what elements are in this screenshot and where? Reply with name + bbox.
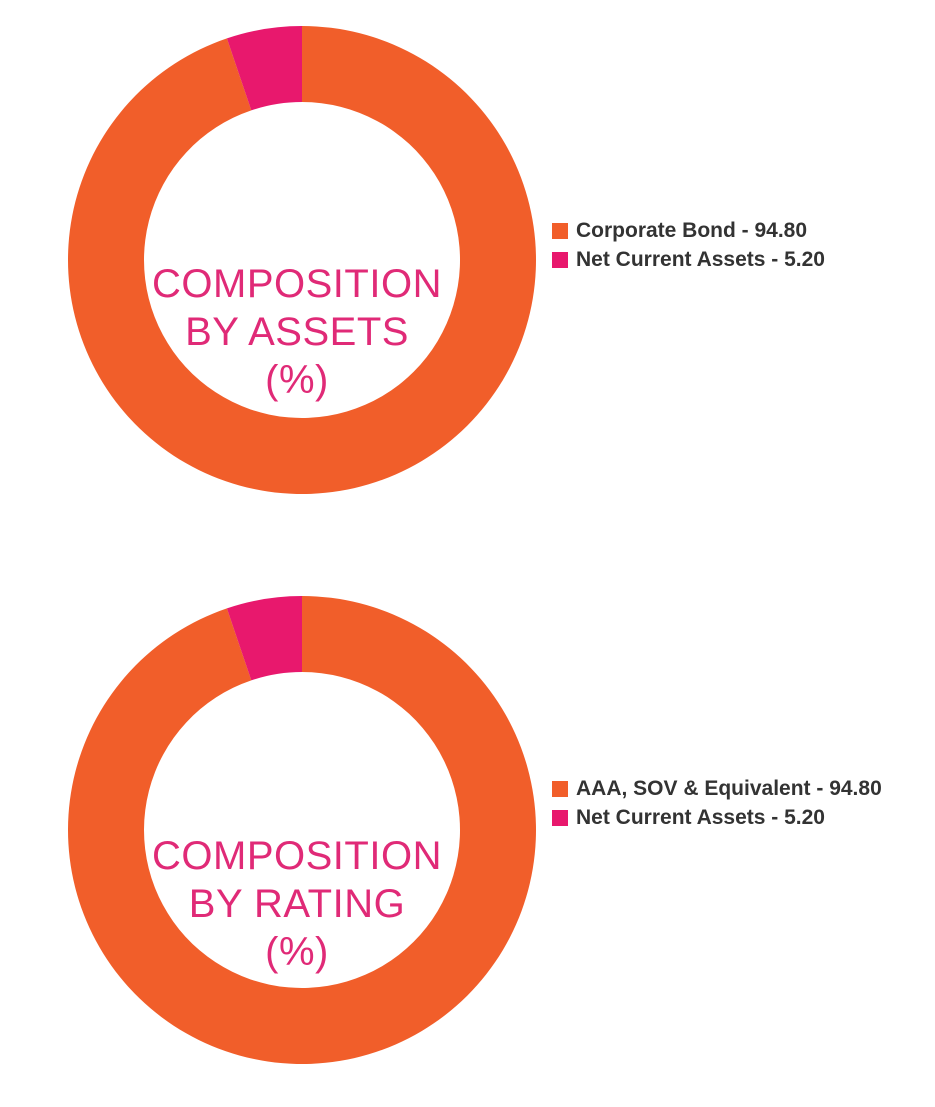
- donut-slice-corporate-bond: [67, 26, 536, 494]
- donut-chart-assets: [67, 26, 536, 494]
- legend-rating: AAA, SOV & Equivalent - 94.80 Net Curren…: [552, 774, 882, 832]
- legend-label: AAA, SOV & Equivalent - 94.80: [576, 777, 882, 800]
- chart-title-line-2: BY RATING: [188, 882, 406, 926]
- chart-title-rating: COMPOSITION BY RATING (%): [152, 832, 442, 976]
- chart-title-assets: COMPOSITION BY ASSETS (%): [152, 260, 442, 404]
- legend-item-net-current-assets: Net Current Assets - 5.20: [552, 245, 882, 274]
- legend-item-corporate-bond: Corporate Bond - 94.80: [552, 216, 882, 245]
- donut-slice-net-current-assets: [226, 26, 302, 111]
- legend-item-net-current-assets: Net Current Assets - 5.20: [552, 803, 882, 832]
- donut-chart-rating: [67, 596, 536, 1064]
- donut-slice-aaa-sov-equivalent: [67, 596, 536, 1064]
- composition-by-rating-chart: COMPOSITION BY RATING (%) AAA, SOV & Equ…: [0, 588, 935, 1068]
- chart-title-line-2: BY ASSETS: [185, 310, 409, 354]
- legend-swatch-pink: [552, 810, 568, 826]
- legend-swatch-orange: [552, 781, 568, 797]
- legend-label: Net Current Assets - 5.20: [576, 806, 825, 829]
- legend-item-aaa-sov-equivalent: AAA, SOV & Equivalent - 94.80: [552, 774, 882, 803]
- composition-by-assets-chart: COMPOSITION BY ASSETS (%) Corporate Bond…: [0, 18, 935, 498]
- chart-title-line-1: COMPOSITION: [152, 834, 442, 878]
- legend-label: Corporate Bond - 94.80: [576, 219, 808, 242]
- legend-label: Net Current Assets - 5.20: [576, 248, 825, 271]
- chart-title-line-3: (%): [265, 930, 329, 974]
- legend-assets: Corporate Bond - 94.80 Net Current Asset…: [552, 216, 882, 274]
- donut-slice-net-current-assets: [226, 596, 302, 681]
- chart-title-line-1: COMPOSITION: [152, 262, 442, 306]
- legend-swatch-pink: [552, 252, 568, 268]
- chart-title-line-3: (%): [265, 358, 329, 402]
- legend-swatch-orange: [552, 223, 568, 239]
